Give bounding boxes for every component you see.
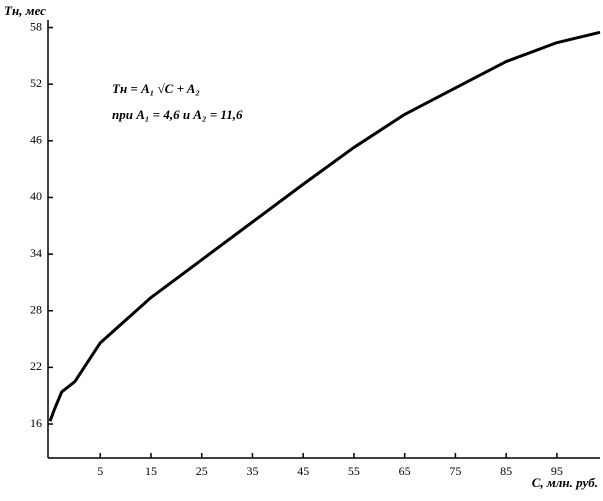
y-axis-label: Tн, мес [4, 3, 46, 18]
x-tick-label: 25 [196, 464, 208, 478]
annotation: при A₁ = 4,6 и A₂ = 11,6 [112, 107, 243, 122]
x-tick-label: 35 [246, 464, 258, 478]
x-tick-label: 95 [551, 464, 563, 478]
annotation: Tн = A₁ √C + A₂ [112, 81, 200, 96]
x-tick-label: 15 [145, 464, 157, 478]
x-tick-label: 5 [97, 464, 103, 478]
y-tick-label: 28 [30, 302, 42, 316]
x-tick-label: 55 [348, 464, 360, 478]
y-tick-label: 40 [30, 189, 42, 203]
y-tick-label: 58 [30, 19, 42, 33]
y-tick-label: 52 [30, 76, 42, 90]
x-tick-label: 45 [297, 464, 309, 478]
x-axis-label: C, млн. руб. [532, 475, 598, 490]
y-tick-label: 46 [30, 133, 42, 147]
x-tick-label: 85 [500, 464, 512, 478]
y-tick-label: 22 [30, 359, 42, 373]
curve [48, 30, 601, 422]
y-tick-label: 16 [30, 416, 42, 430]
x-tick-label: 65 [399, 464, 411, 478]
x-tick-label: 75 [449, 464, 461, 478]
y-tick-label: 34 [30, 246, 42, 260]
